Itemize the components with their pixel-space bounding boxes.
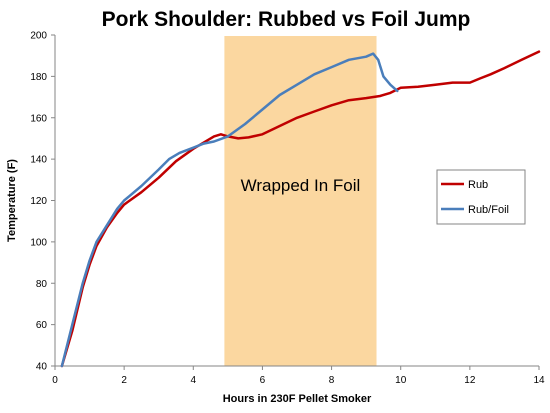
- y-tick-label: 180: [30, 72, 47, 83]
- x-axis-label: Hours in 230F Pellet Smoker: [223, 393, 372, 405]
- x-tick-label: 4: [191, 375, 197, 386]
- y-tick-label: 40: [36, 362, 48, 373]
- y-tick-label: 120: [30, 196, 47, 207]
- x-tick-label: 10: [395, 375, 407, 386]
- y-tick-label: 60: [36, 320, 48, 331]
- series-line-rub-foil: [60, 52, 399, 368]
- x-tick-label: 8: [329, 375, 335, 386]
- axes: 40 60 80 100 120 140 160 180 200 0 2 4 6 8 10 12 14: [30, 31, 545, 387]
- y-tick-label: 80: [36, 279, 48, 290]
- series-line-rub: [60, 50, 541, 368]
- legend-label: Rub/Foil: [468, 204, 509, 216]
- y-tick-label: 200: [30, 31, 47, 42]
- y-tick-label: 100: [30, 237, 47, 248]
- x-tick-label: 12: [464, 375, 476, 386]
- y-axis-label: Temperature (F): [6, 159, 18, 242]
- legend-label: Rub: [468, 179, 488, 191]
- x-tick-label: 0: [52, 375, 58, 386]
- series-layer: [60, 50, 541, 368]
- x-tick-label: 6: [260, 375, 266, 386]
- y-tick-label: 160: [30, 113, 47, 124]
- x-tick-label: 14: [533, 375, 545, 386]
- legend-box: [436, 169, 526, 225]
- x-tick-label: 2: [121, 375, 127, 386]
- legend: Rub Rub/Foil: [436, 169, 526, 225]
- chart-title: Pork Shoulder: Rubbed vs Foil Jump: [102, 8, 471, 31]
- foil-wrap-band: [224, 36, 377, 366]
- annotation-label: Wrapped In Foil: [241, 176, 361, 195]
- y-tick-label: 140: [30, 155, 47, 166]
